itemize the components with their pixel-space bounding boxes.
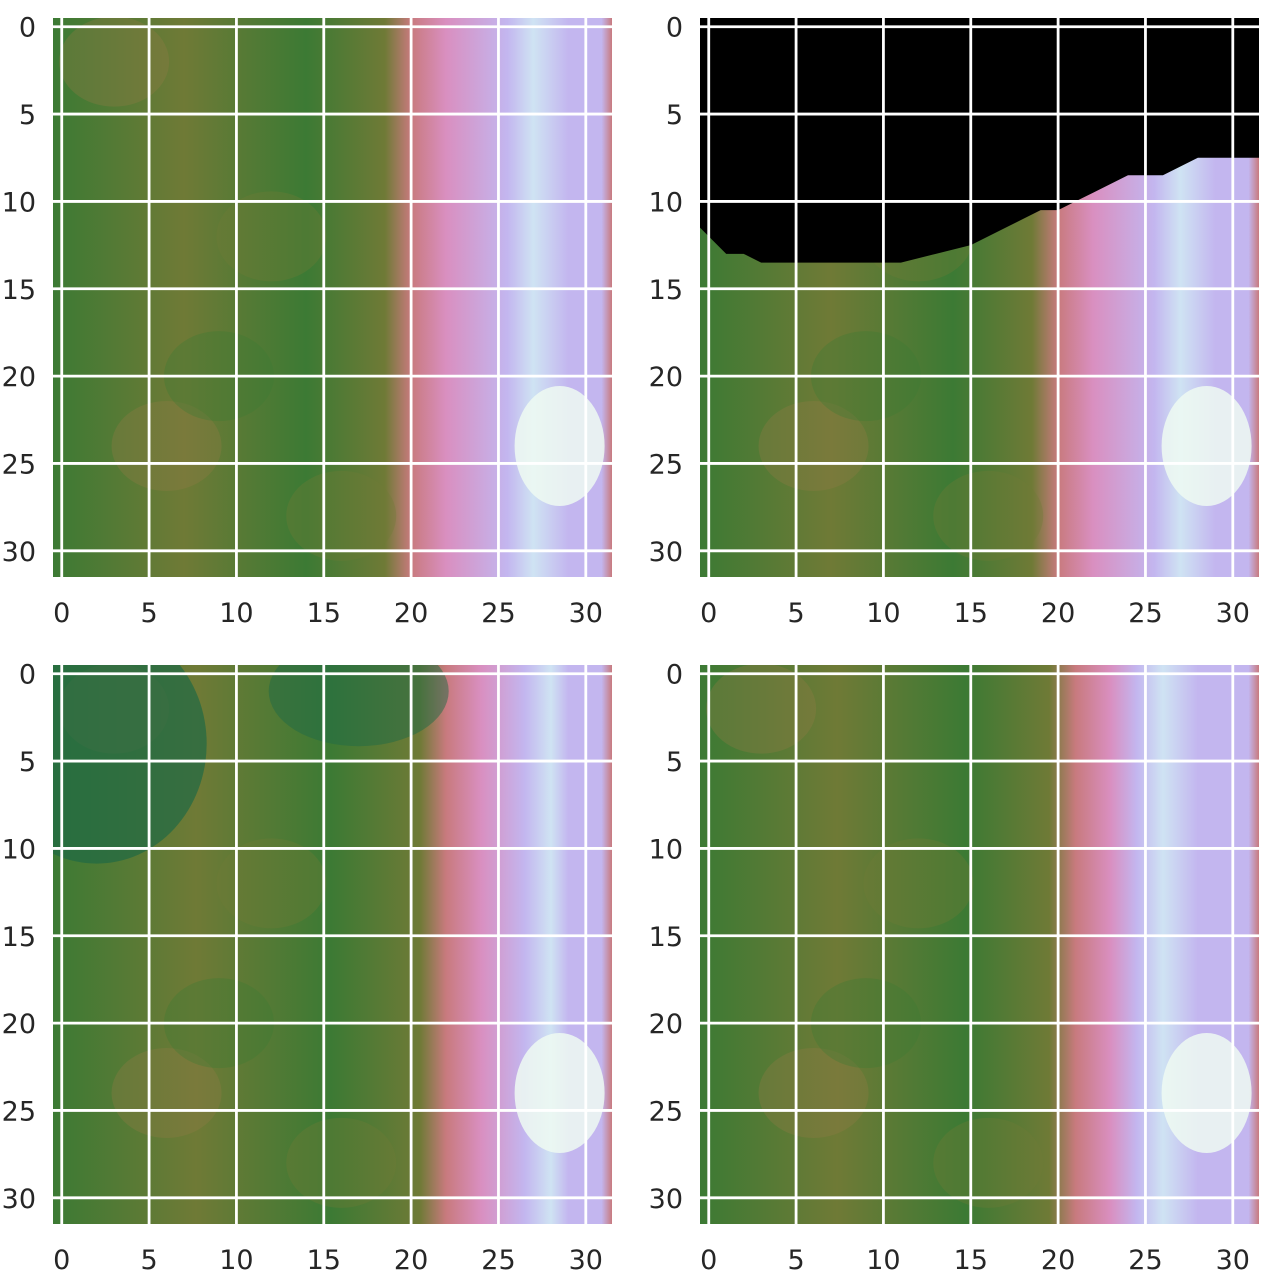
y-tick-label: 5 <box>666 100 683 131</box>
y-tick-label: 0 <box>19 660 36 691</box>
y-tick-label: 30 <box>649 537 683 568</box>
x-tick-label: 5 <box>140 1245 157 1276</box>
heatmap-texture <box>111 400 222 491</box>
y-tick-label: 20 <box>2 362 36 393</box>
x-tick-label: 20 <box>1041 1245 1075 1276</box>
x-tick-label: 25 <box>481 1245 515 1276</box>
x-tick-label: 15 <box>954 598 988 629</box>
x-tick-label: 5 <box>140 598 157 629</box>
y-tick-label: 10 <box>2 187 36 218</box>
x-tick-label: 20 <box>394 1245 428 1276</box>
panel-2: 0 5 10 15 20 25 30 0 5 10 15 20 25 30 <box>649 13 1259 629</box>
x-tick-label: 5 <box>787 598 804 629</box>
y-tick-label: 25 <box>649 1096 683 1127</box>
heatmap-texture <box>286 470 397 561</box>
x-tick-label: 15 <box>307 598 341 629</box>
heatmap-texture <box>933 470 1044 561</box>
x-tick-label: 25 <box>481 598 515 629</box>
x-tick-label: 30 <box>569 598 603 629</box>
heatmap-dark-region <box>268 665 449 747</box>
panel-1: 0 5 10 15 20 25 30 0 5 10 15 20 25 30 <box>2 13 612 629</box>
y-tick-label: 10 <box>2 834 36 865</box>
y-tick-label: 15 <box>649 922 683 953</box>
y-tick-label: 25 <box>2 1096 36 1127</box>
panel-4: 0 5 10 15 20 25 30 0 5 10 15 20 25 30 <box>649 660 1259 1276</box>
y-tick-label: 15 <box>2 275 36 306</box>
heatmap-texture <box>933 1117 1044 1208</box>
x-tick-label: 30 <box>1216 598 1250 629</box>
y-tick-label: 0 <box>666 660 683 691</box>
x-tick-label: 15 <box>954 1245 988 1276</box>
y-tick-label: 30 <box>2 1184 36 1215</box>
panel-3: 0 5 10 15 20 25 30 0 5 10 15 20 25 30 <box>2 660 612 1276</box>
heatmap-texture <box>59 18 170 107</box>
heatmap-field <box>53 18 612 577</box>
y-tick-label: 20 <box>649 362 683 393</box>
x-tick-label: 20 <box>1041 598 1075 629</box>
y-tick-label: 0 <box>666 13 683 44</box>
y-tick-label: 10 <box>649 834 683 865</box>
y-tick-label: 25 <box>2 449 36 480</box>
heatmap-image <box>700 18 1259 577</box>
y-tick-label: 30 <box>2 537 36 568</box>
y-tick-label: 20 <box>2 1009 36 1040</box>
x-tick-label: 5 <box>787 1245 804 1276</box>
x-tick-label: 0 <box>53 1245 70 1276</box>
heatmap-texture <box>706 665 817 754</box>
x-tick-label: 25 <box>1128 1245 1162 1276</box>
heatmap-texture <box>216 191 327 282</box>
x-tick-label: 10 <box>866 598 900 629</box>
y-tick-label: 0 <box>19 13 36 44</box>
x-tick-label: 0 <box>53 598 70 629</box>
heatmap-texture <box>863 838 974 929</box>
heatmap-texture <box>216 838 327 929</box>
y-tick-label: 15 <box>2 922 36 953</box>
y-tick-label: 30 <box>649 1184 683 1215</box>
y-tick-label: 5 <box>19 747 36 778</box>
x-tick-label: 30 <box>569 1245 603 1276</box>
y-tick-label: 10 <box>649 187 683 218</box>
heatmap-bright-spot <box>1161 385 1252 506</box>
heatmap-texture <box>758 1047 869 1138</box>
heatmap-texture <box>111 1047 222 1138</box>
heatmap-dark-region <box>53 665 207 864</box>
heatmap-texture <box>286 1117 397 1208</box>
x-tick-label: 10 <box>219 1245 253 1276</box>
x-tick-label: 15 <box>307 1245 341 1276</box>
heatmap-image <box>53 18 612 577</box>
heatmap-bright-spot <box>514 385 605 506</box>
heatmap-bright-spot <box>514 1032 605 1153</box>
heatmap-image <box>53 665 612 1224</box>
y-tick-label: 15 <box>649 275 683 306</box>
heatmap-bright-spot <box>1161 1032 1252 1153</box>
x-tick-label: 25 <box>1128 598 1162 629</box>
x-tick-label: 0 <box>700 598 717 629</box>
y-tick-label: 25 <box>649 449 683 480</box>
heatmap-image <box>700 665 1259 1224</box>
heatmap-field <box>700 665 1259 1224</box>
y-tick-label: 5 <box>666 747 683 778</box>
y-tick-label: 20 <box>649 1009 683 1040</box>
x-tick-label: 20 <box>394 598 428 629</box>
x-tick-label: 10 <box>219 598 253 629</box>
x-tick-label: 10 <box>866 1245 900 1276</box>
x-tick-label: 0 <box>700 1245 717 1276</box>
x-tick-label: 30 <box>1216 1245 1250 1276</box>
heatmap-texture <box>758 400 869 491</box>
y-tick-label: 5 <box>19 100 36 131</box>
